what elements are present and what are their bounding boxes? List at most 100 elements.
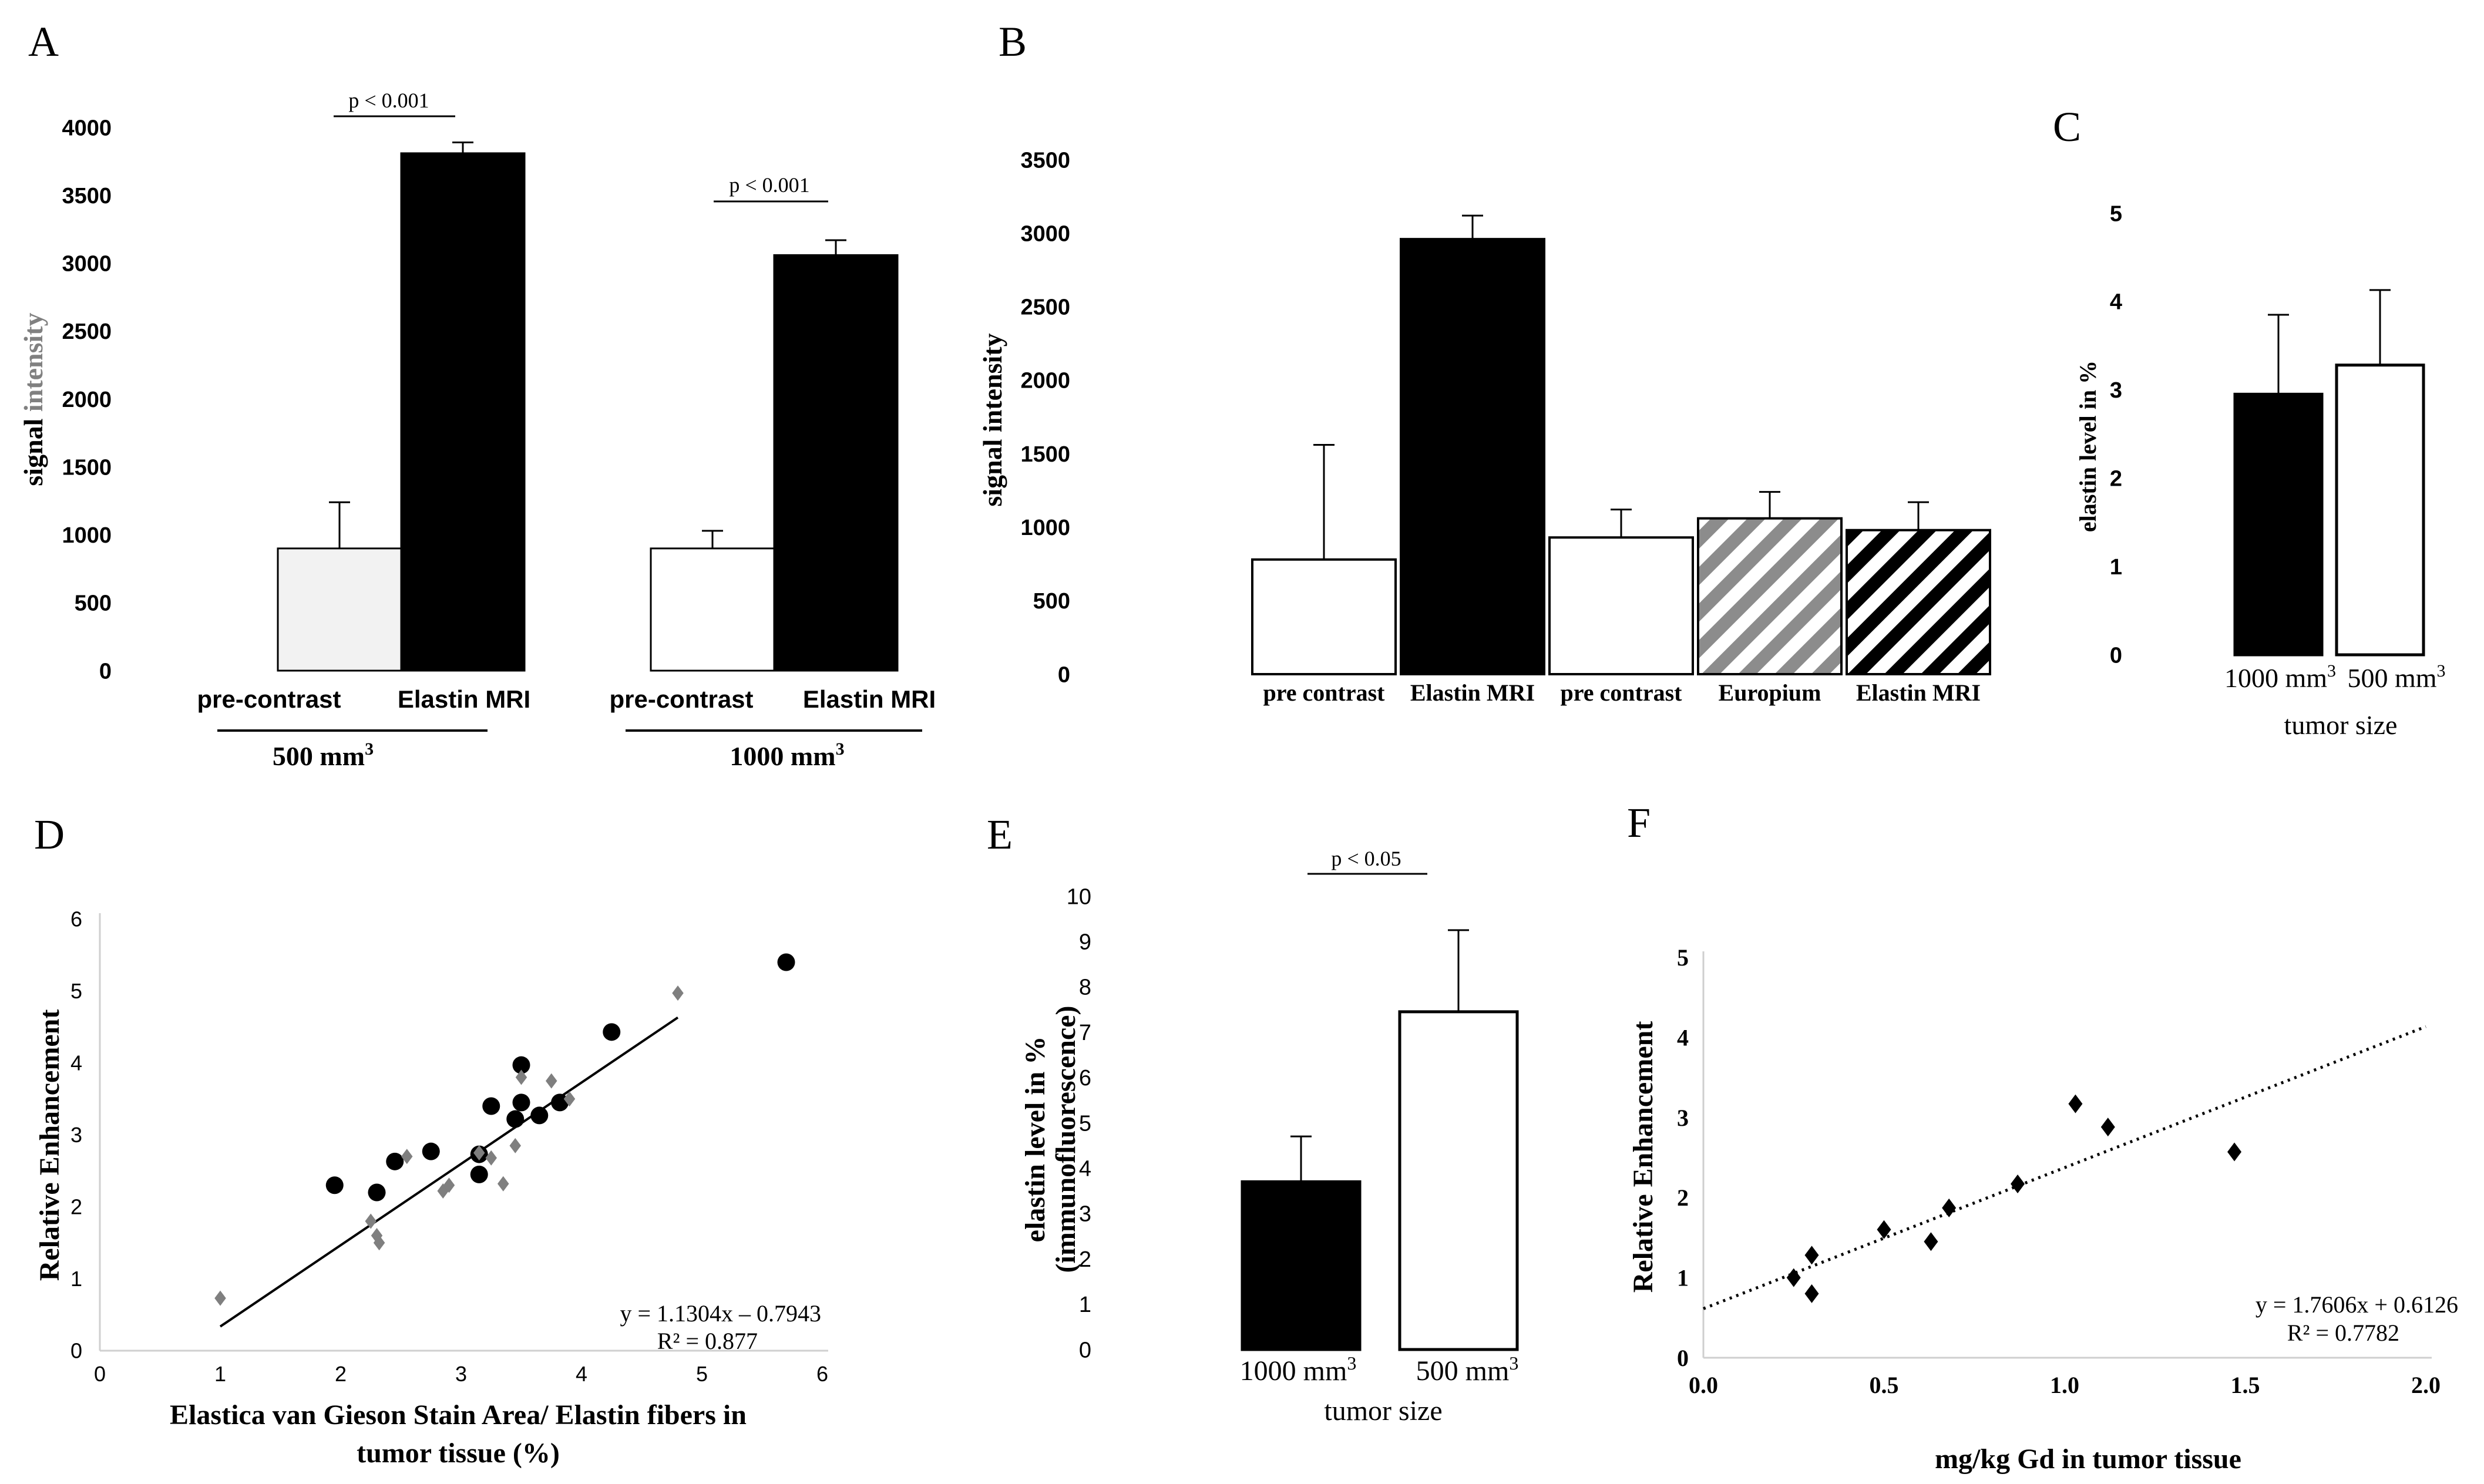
chart-d-equation: y = 1.1304x – 0.7943 [620, 1300, 821, 1327]
chart-f-point [2227, 1142, 2242, 1162]
chart-c-xlabel: tumor size [2284, 710, 2398, 740]
chart-a-group-sup: 3 [836, 739, 845, 759]
chart-e-ylabel: (immunofluorescence) [1050, 1005, 1081, 1273]
chart-c-cat-label: 500 mm3 [2347, 661, 2445, 693]
chart-f-ytick-label: 2 [1677, 1184, 1689, 1211]
chart-b-cat-label: Elastin MRI [1410, 679, 1535, 706]
chart-f-point [1924, 1232, 1938, 1251]
chart-d-ytick-label: 3 [70, 1123, 82, 1147]
panel-letter-e: E [987, 811, 1013, 858]
chart-d-xtick-label: 2 [335, 1362, 347, 1386]
chart-b-ytick-label: 3000 [1020, 221, 1070, 246]
chart-d-xtick-label: 6 [816, 1362, 828, 1386]
chart-e-ytick-label: 0 [1079, 1338, 1091, 1362]
chart-d-ytick-label: 2 [70, 1195, 82, 1219]
chart-b: 0 500 1000 1500 2000 2500 3000 3500 signal inte… [977, 148, 1991, 706]
chart-f-point [1942, 1198, 1957, 1217]
chart-f-equation: y = 1.7606x + 0.6126 [2256, 1291, 2458, 1318]
chart-f-point [1877, 1220, 1891, 1239]
chart-d-ytick-label: 6 [70, 907, 82, 931]
chart-f-xtick-label: 2.0 [2411, 1372, 2441, 1398]
chart-b-ytick-label: 500 [1033, 589, 1070, 614]
chart-d-ytick-label: 0 [70, 1339, 82, 1363]
chart-d-point [603, 1023, 621, 1041]
chart-d-point [546, 1073, 557, 1089]
chart-b-ytick-label: 3500 [1020, 148, 1070, 173]
chart-d-point [515, 1069, 527, 1085]
chart-a-ytick-label: 1500 [62, 455, 112, 480]
chart-d-ytick-label: 1 [70, 1267, 82, 1291]
chart-d-point [365, 1213, 377, 1229]
chart-d-ytick-label: 5 [70, 979, 82, 1003]
chart-d-xtick-label: 1 [214, 1362, 226, 1386]
chart-a-ytick-label: 0 [99, 659, 112, 684]
chart-f-point [1804, 1284, 1819, 1303]
chart-f-xtick-label: 0.5 [1870, 1372, 1899, 1398]
chart-c-bar [2335, 364, 2425, 657]
chart-d-point [530, 1106, 549, 1125]
chart-d: 0 1 2 3 4 5 6 0 1 2 3 4 5 6 Relative Enhancement Elas… [34, 907, 828, 1469]
chart-a-ytick-label: 2500 [62, 319, 112, 344]
chart-a-group-name: 1000 mm [730, 741, 835, 771]
chart-f-xlabel: mg/kg Gd in tumor tissue [1935, 1443, 2241, 1475]
chart-c-ytick-label: 4 [2110, 290, 2122, 315]
chart-d-point [512, 1093, 530, 1112]
chart-e-ytick-label: 7 [1079, 1021, 1091, 1045]
chart-d-xtick-label: 3 [455, 1362, 467, 1386]
chart-f-point [2068, 1094, 2083, 1113]
chart-f-ytick-label: 3 [1677, 1105, 1689, 1131]
chart-d-point [422, 1142, 440, 1160]
chart-e: 0 1 2 3 4 5 6 7 8 9 10 elastin level in % (immunof… [1020, 847, 1519, 1426]
chart-f-xtick-label: 1.5 [2231, 1372, 2260, 1398]
chart-f-ylabel: Relative Enhancement [1628, 1021, 1659, 1293]
panel-letter-b: B [999, 18, 1027, 65]
chart-a-cat-label: Elastin MRI [803, 685, 936, 713]
chart-f-r2: R² = 0.7782 [2287, 1320, 2399, 1346]
chart-c-ytick-label: 0 [2110, 643, 2122, 668]
chart-e-ytick-label: 10 [1067, 884, 1091, 909]
chart-c-cat-name: 500 mm [2347, 663, 2436, 693]
chart-f-point [2011, 1175, 2025, 1194]
chart-d-xlabel: Elastica van Gieson Stain Area/ Elastin … [170, 1399, 747, 1431]
chart-e-cat-sup: 3 [1509, 1352, 1518, 1374]
chart-e-significance-label: p < 0.05 [1331, 847, 1401, 870]
chart-f-ytick-label: 5 [1677, 944, 1689, 971]
chart-f-ytick-label: 0 [1677, 1345, 1689, 1371]
chart-e-ytick-label: 8 [1079, 975, 1091, 1000]
chart-c-cat-sup: 3 [2327, 661, 2336, 681]
panel-letter-d: D [34, 811, 65, 858]
chart-c-cat-name: 1000 mm [2224, 663, 2327, 693]
chart-b-bar [1400, 238, 1545, 675]
chart-a-significance-label: p < 0.001 [348, 89, 429, 112]
chart-a-group-sup: 3 [365, 739, 374, 759]
chart-d-point [512, 1056, 530, 1074]
chart-a-bar [650, 547, 775, 672]
chart-f-ytick-label: 4 [1677, 1024, 1689, 1051]
chart-d-point [325, 1176, 344, 1194]
chart-b-cat-label: Elastin MRI [1856, 679, 1981, 706]
chart-e-ytick-label: 6 [1079, 1066, 1091, 1091]
chart-d-r2: R² = 0.877 [657, 1328, 758, 1354]
chart-d-xtick-label: 4 [576, 1362, 587, 1386]
chart-d-point [482, 1097, 500, 1115]
chart-c-ytick-label: 2 [2110, 467, 2122, 492]
chart-e-ytick-label: 5 [1079, 1111, 1091, 1136]
chart-e-ytick-label: 9 [1079, 930, 1091, 955]
chart-a-cat-label: pre-contrast [609, 685, 753, 713]
chart-e-cat-label: 500 mm3 [1416, 1352, 1519, 1387]
chart-a-bar [400, 152, 526, 672]
chart-d-point [373, 1235, 385, 1251]
chart-d-point [498, 1176, 509, 1192]
chart-a-cat-label: pre-contrast [197, 685, 341, 713]
chart-a-bar [277, 547, 402, 672]
chart-a-bar [773, 254, 899, 672]
chart-a-group-name: 500 mm [273, 741, 365, 771]
chart-c-ylabel: elastin level in % [2075, 361, 2101, 532]
chart-a: 0 500 1000 1500 2000 2500 3000 3500 4000 signal … [18, 89, 936, 771]
chart-c-ytick-label: 1 [2110, 555, 2122, 580]
chart-a-ytick-label: 2000 [62, 388, 112, 412]
chart-d-point [506, 1110, 525, 1128]
chart-a-ytick-label: 500 [75, 591, 112, 616]
chart-a-ylabel: signal intensity [18, 312, 48, 486]
chart-a-cat-label: Elastin MRI [398, 685, 530, 713]
